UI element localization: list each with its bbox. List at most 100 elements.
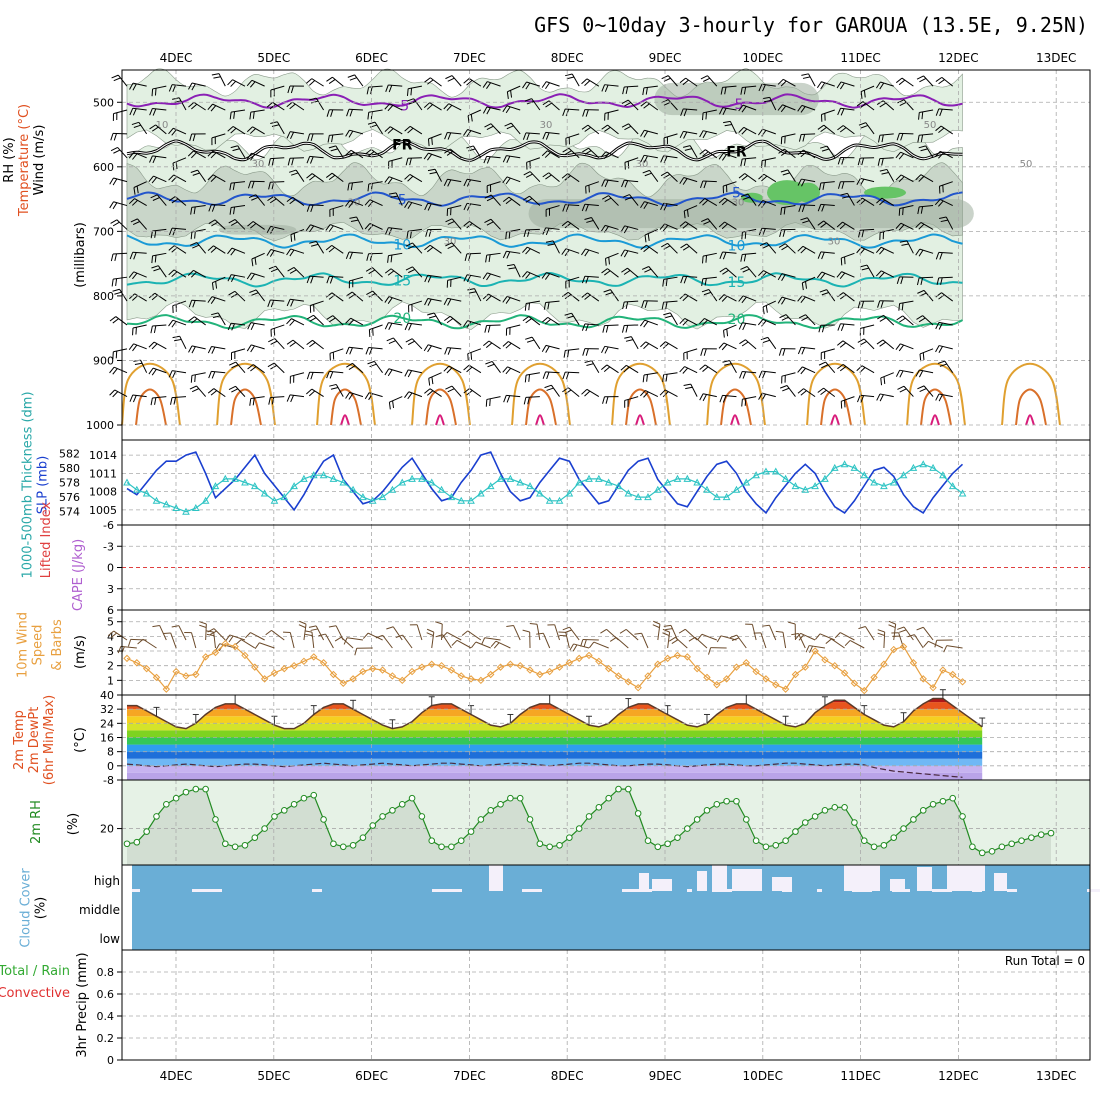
barb-flag — [505, 177, 511, 185]
barb-flag — [214, 136, 216, 145]
barb-shaft — [644, 129, 658, 135]
barb-flag — [528, 374, 531, 382]
barb-flag — [227, 274, 232, 282]
barb-flag — [880, 377, 883, 386]
barb-flag — [445, 385, 453, 390]
barb-flag — [405, 242, 413, 247]
rh2m-point — [143, 828, 150, 835]
rh2m-point — [153, 813, 160, 820]
barb-flag — [384, 322, 389, 330]
wind-barb-icon — [346, 362, 364, 374]
barb-flag — [427, 79, 434, 85]
wind-barb-icon — [697, 633, 717, 641]
wind-barb-icon — [640, 129, 658, 138]
barb-flag — [447, 132, 452, 140]
wind-barb-icon — [817, 203, 835, 212]
barb-shaft — [704, 364, 718, 374]
wind-barb-icon — [542, 172, 560, 183]
wind-barb-icon — [168, 269, 187, 278]
temp-contour-35 — [535, 414, 545, 426]
barb-flag — [875, 81, 881, 89]
wind-speed-point — [329, 670, 338, 679]
barb-shaft — [351, 291, 364, 302]
barb-shaft — [529, 195, 541, 206]
barb-shaft — [447, 178, 462, 183]
barb-flag — [780, 80, 787, 87]
barb-shaft — [683, 177, 698, 183]
barb-shaft — [938, 276, 953, 279]
barb-flag — [602, 325, 606, 333]
barb-shaft — [173, 269, 187, 278]
rh-contour-label: 30 — [252, 159, 265, 170]
wind-barb-icon — [207, 345, 226, 354]
barb-flag — [150, 230, 153, 239]
wind-speed-point — [929, 683, 937, 692]
barb-flag — [290, 395, 294, 403]
barb-flag — [680, 243, 687, 249]
barb-shaft — [591, 217, 600, 230]
wind-barb-icon — [584, 217, 600, 230]
wind-barb-label: & Barbs — [50, 619, 65, 671]
barb-flag — [325, 292, 333, 298]
barb-flag — [836, 271, 842, 278]
wind-barb-icon — [246, 344, 265, 353]
wind-barb-icon — [935, 108, 953, 117]
barb-shaft — [392, 626, 403, 641]
wind-barb-icon — [581, 203, 599, 212]
barb-shaft — [762, 318, 776, 326]
barb-flag — [718, 197, 725, 204]
wind-barb-icon — [267, 196, 285, 206]
wind-barb-icon — [897, 385, 914, 397]
barb-flag — [445, 218, 453, 223]
barb-shaft — [113, 276, 128, 280]
barb-flag — [522, 629, 530, 633]
barb-shaft — [172, 157, 187, 164]
barb-flag — [128, 198, 135, 205]
barb-flag — [605, 325, 609, 333]
barb-flag — [407, 392, 413, 400]
wind-barb-icon — [562, 626, 580, 641]
wind-barb-icon — [937, 360, 954, 374]
rh2m-point — [949, 794, 957, 802]
barb-flag — [738, 104, 744, 112]
barb-shaft — [644, 201, 658, 207]
barb-flag — [758, 393, 763, 400]
barb-shaft — [722, 107, 737, 111]
thickness-point — [388, 485, 397, 493]
barb-shaft — [702, 276, 717, 280]
barb-shaft — [152, 252, 167, 257]
cloud-high-clear — [639, 873, 649, 891]
barb-flag — [564, 312, 572, 316]
barb-shaft — [309, 275, 324, 278]
barb-flag — [428, 378, 431, 386]
barb-flag — [424, 244, 431, 251]
wind-speed-point — [614, 672, 623, 680]
date-label-bottom: 11DEC — [840, 1069, 880, 1083]
barb-shaft — [348, 251, 363, 254]
barb-shaft — [428, 344, 442, 350]
barb-shaft — [251, 344, 265, 350]
barb-shaft — [785, 314, 796, 326]
barb-shaft — [624, 249, 639, 254]
barb-flag — [783, 207, 786, 215]
barb-shaft — [938, 108, 953, 111]
barb-shaft — [133, 151, 147, 159]
barb-flag — [151, 126, 159, 132]
y-tick-label: 600 — [93, 161, 114, 174]
barb-flag — [682, 319, 689, 326]
barb-flag — [309, 317, 317, 322]
rh2m-point — [978, 849, 986, 857]
barb-flag — [246, 344, 252, 352]
barb-flag — [919, 353, 922, 362]
barb-shaft — [880, 372, 894, 379]
barb-flag — [112, 351, 114, 360]
wind-speed-point — [634, 683, 642, 692]
wind-barb-icon — [168, 84, 187, 92]
barb-flag — [938, 322, 943, 330]
wind-barb-icon — [836, 271, 855, 279]
barb-flag — [346, 109, 350, 117]
barb-shaft — [274, 338, 285, 350]
barb-shaft — [762, 392, 776, 398]
wind-barb-icon — [404, 391, 423, 400]
wind-barb-icon — [345, 251, 363, 260]
